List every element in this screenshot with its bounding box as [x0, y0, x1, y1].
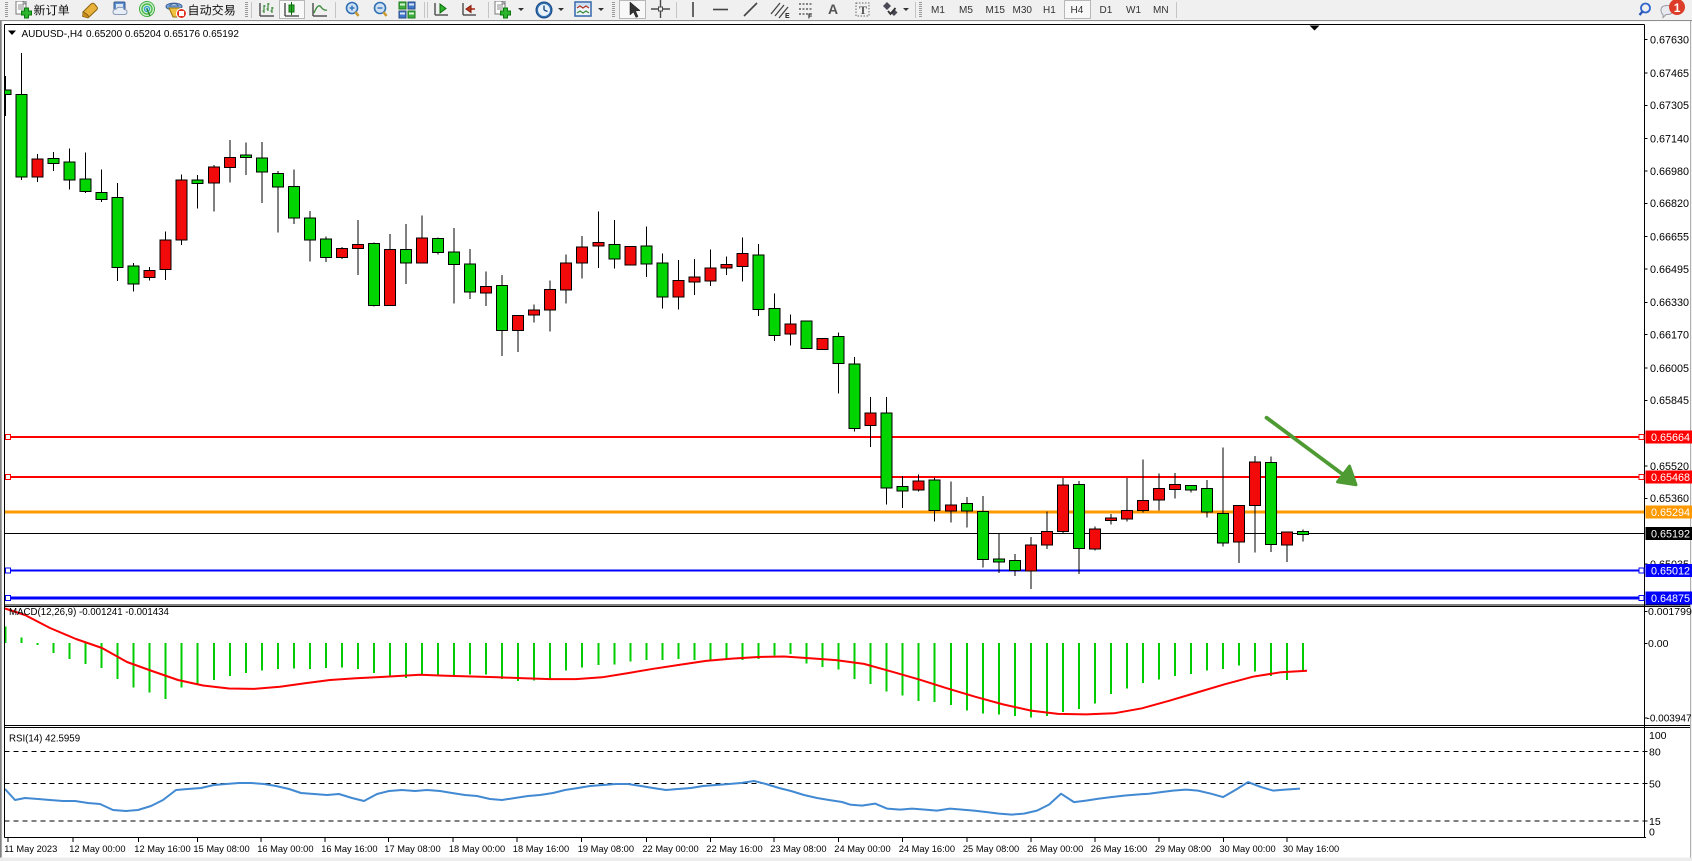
svg-text:0.67465: 0.67465: [1650, 68, 1689, 80]
svg-text:0.001799: 0.001799: [1648, 606, 1692, 618]
svg-text:23 May 08:00: 23 May 08:00: [770, 844, 826, 854]
svg-text:0: 0: [1649, 826, 1655, 838]
svg-text:22 May 00:00: 22 May 00:00: [642, 844, 698, 854]
svg-text:19 May 08:00: 19 May 08:00: [578, 844, 634, 854]
svg-text:11 May 2023: 11 May 2023: [4, 844, 57, 854]
svg-text:16 May 16:00: 16 May 16:00: [321, 844, 377, 854]
svg-text:0.65012: 0.65012: [1651, 565, 1690, 577]
svg-text:100: 100: [1649, 730, 1667, 742]
svg-text:15: 15: [1649, 816, 1661, 828]
svg-text:0.66170: 0.66170: [1650, 330, 1689, 342]
svg-text:0.00: 0.00: [1648, 638, 1669, 650]
svg-text:MACD(12,26,9) -0.001241 -0.001: MACD(12,26,9) -0.001241 -0.001434: [9, 607, 170, 618]
svg-text:22 May 16:00: 22 May 16:00: [706, 844, 762, 854]
svg-text:0.65468: 0.65468: [1651, 472, 1690, 484]
svg-text:26 May 16:00: 26 May 16:00: [1091, 844, 1147, 854]
svg-text:80: 80: [1649, 747, 1661, 759]
svg-text:RSI(14) 42.5959: RSI(14) 42.5959: [9, 734, 80, 745]
svg-text:30 May 00:00: 30 May 00:00: [1219, 844, 1275, 854]
svg-text:-0.003947: -0.003947: [1647, 714, 1692, 725]
svg-text:AUDUSD-,H4: AUDUSD-,H4: [22, 29, 84, 40]
svg-text:0.66980: 0.66980: [1650, 166, 1689, 178]
svg-text:0.66495: 0.66495: [1650, 264, 1689, 276]
svg-text:24 May 00:00: 24 May 00:00: [834, 844, 890, 854]
svg-text:0.65294: 0.65294: [1651, 507, 1690, 519]
svg-text:0.67305: 0.67305: [1650, 100, 1689, 112]
svg-text:25 May 08:00: 25 May 08:00: [963, 844, 1019, 854]
svg-text:0.65360: 0.65360: [1650, 493, 1689, 505]
svg-text:0.65192: 0.65192: [1651, 528, 1690, 540]
svg-text:30 May 16:00: 30 May 16:00: [1283, 844, 1339, 854]
svg-text:18 May 16:00: 18 May 16:00: [513, 844, 569, 854]
svg-text:0.66005: 0.66005: [1650, 363, 1689, 375]
svg-text:0.65200 0.65204 0.65176 0.6519: 0.65200 0.65204 0.65176 0.65192: [86, 29, 239, 40]
svg-text:0.65845: 0.65845: [1650, 395, 1689, 407]
svg-text:T: T: [859, 3, 867, 17]
svg-text:26 May 00:00: 26 May 00:00: [1027, 844, 1083, 854]
svg-text:0.65664: 0.65664: [1651, 432, 1690, 444]
svg-text:18 May 00:00: 18 May 00:00: [449, 844, 505, 854]
svg-text:17 May 08:00: 17 May 08:00: [384, 844, 440, 854]
svg-text:16 May 00:00: 16 May 00:00: [257, 844, 313, 854]
svg-text:0.66330: 0.66330: [1650, 297, 1689, 309]
svg-text:15 May 08:00: 15 May 08:00: [193, 844, 249, 854]
svg-text:29 May 08:00: 29 May 08:00: [1155, 844, 1211, 854]
svg-text:0.66820: 0.66820: [1650, 198, 1689, 210]
svg-text:24 May 16:00: 24 May 16:00: [899, 844, 955, 854]
svg-text:0.65520: 0.65520: [1650, 461, 1689, 473]
svg-text:0.67630: 0.67630: [1650, 34, 1689, 46]
svg-text:E: E: [785, 13, 790, 19]
svg-text:0.67140: 0.67140: [1650, 134, 1689, 146]
svg-text:F: F: [808, 14, 813, 21]
svg-text:0.64875: 0.64875: [1651, 593, 1690, 605]
svg-text:12 May 00:00: 12 May 00:00: [69, 844, 125, 854]
svg-text:12 May 16:00: 12 May 16:00: [134, 844, 190, 854]
svg-text:50: 50: [1649, 778, 1661, 790]
svg-text:0.66655: 0.66655: [1650, 232, 1689, 244]
